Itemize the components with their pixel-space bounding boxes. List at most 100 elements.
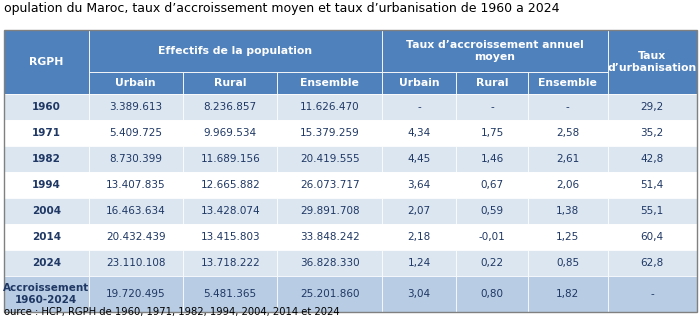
Text: 33.848.242: 33.848.242: [300, 232, 360, 242]
Text: -: -: [650, 289, 654, 299]
Text: 55,1: 55,1: [640, 206, 664, 216]
Bar: [183, 172, 277, 198]
Text: 1,75: 1,75: [481, 128, 504, 138]
Bar: [183, 198, 277, 224]
Text: 11.626.470: 11.626.470: [300, 102, 359, 112]
Text: 36.828.330: 36.828.330: [300, 258, 359, 268]
Bar: [608, 172, 697, 198]
Text: 16.463.634: 16.463.634: [106, 206, 166, 216]
Text: 12.665.882: 12.665.882: [200, 180, 260, 190]
Text: Ensemble: Ensemble: [538, 78, 597, 88]
Text: Rural: Rural: [476, 78, 508, 88]
Text: 0,59: 0,59: [481, 206, 504, 216]
Bar: [277, 172, 382, 198]
Bar: [4, 120, 88, 146]
Bar: [183, 224, 277, 250]
Text: 2,06: 2,06: [556, 180, 580, 190]
Bar: [456, 198, 528, 224]
Text: 3.389.613: 3.389.613: [109, 102, 162, 112]
Text: 0,80: 0,80: [481, 289, 504, 299]
Text: 1,25: 1,25: [556, 232, 580, 242]
Text: -0,01: -0,01: [479, 232, 505, 242]
Bar: [382, 120, 456, 146]
Text: 4,45: 4,45: [407, 154, 430, 164]
Text: -: -: [417, 102, 421, 112]
Bar: [608, 250, 697, 276]
Text: Urbain: Urbain: [399, 78, 440, 88]
Text: 3,64: 3,64: [407, 180, 430, 190]
Text: 13.718.222: 13.718.222: [200, 258, 260, 268]
Bar: [608, 224, 697, 250]
Bar: [456, 276, 528, 312]
Text: -: -: [566, 102, 570, 112]
Text: Taux d’accroissement annuel
moyen: Taux d’accroissement annuel moyen: [406, 40, 584, 62]
Bar: [608, 198, 697, 224]
Text: 1,82: 1,82: [556, 289, 580, 299]
Bar: [528, 146, 608, 172]
Bar: [277, 146, 382, 172]
Bar: [4, 94, 88, 120]
Text: Rural: Rural: [214, 78, 246, 88]
Bar: [528, 224, 608, 250]
Bar: [88, 72, 183, 94]
Bar: [88, 120, 183, 146]
Bar: [456, 94, 528, 120]
Text: 5.481.365: 5.481.365: [204, 289, 257, 299]
Text: Ensemble: Ensemble: [300, 78, 359, 88]
Text: 9.969.534: 9.969.534: [204, 128, 257, 138]
Bar: [277, 224, 382, 250]
Bar: [183, 276, 277, 312]
Text: 11.689.156: 11.689.156: [200, 154, 260, 164]
Bar: [608, 276, 697, 312]
Bar: [4, 172, 88, 198]
Bar: [608, 146, 697, 172]
Bar: [456, 224, 528, 250]
Bar: [277, 94, 382, 120]
Text: 42,8: 42,8: [640, 154, 664, 164]
Text: 62,8: 62,8: [640, 258, 664, 268]
Bar: [277, 120, 382, 146]
Bar: [528, 94, 608, 120]
Bar: [528, 120, 608, 146]
Bar: [528, 198, 608, 224]
Text: 2,58: 2,58: [556, 128, 580, 138]
Text: Effectifs de la population: Effectifs de la population: [158, 46, 312, 56]
Bar: [382, 172, 456, 198]
Bar: [382, 250, 456, 276]
Bar: [608, 30, 697, 94]
Bar: [382, 94, 456, 120]
Text: Urbain: Urbain: [116, 78, 156, 88]
Bar: [382, 72, 456, 94]
Text: 29,2: 29,2: [640, 102, 664, 112]
Bar: [608, 94, 697, 120]
Text: 51,4: 51,4: [640, 180, 664, 190]
Text: 13.415.803: 13.415.803: [200, 232, 260, 242]
Text: 1994: 1994: [32, 180, 61, 190]
Bar: [88, 94, 183, 120]
Bar: [183, 120, 277, 146]
Text: 2,07: 2,07: [407, 206, 430, 216]
Bar: [456, 120, 528, 146]
Text: 8.236.857: 8.236.857: [204, 102, 257, 112]
Bar: [277, 250, 382, 276]
Text: 1982: 1982: [32, 154, 61, 164]
Text: 0,85: 0,85: [556, 258, 580, 268]
Text: RGPH: RGPH: [29, 57, 64, 67]
Bar: [382, 30, 608, 72]
Bar: [277, 276, 382, 312]
Text: 0,22: 0,22: [481, 258, 504, 268]
Bar: [4, 146, 88, 172]
Text: 13.428.074: 13.428.074: [200, 206, 260, 216]
Bar: [88, 250, 183, 276]
Text: 3,04: 3,04: [407, 289, 430, 299]
Text: 0,67: 0,67: [481, 180, 504, 190]
Bar: [528, 72, 608, 94]
Bar: [183, 146, 277, 172]
Bar: [382, 198, 456, 224]
Bar: [4, 276, 88, 312]
Bar: [4, 250, 88, 276]
Bar: [88, 30, 382, 72]
Bar: [277, 72, 382, 94]
Text: Taux
d’urbanisation: Taux d’urbanisation: [608, 51, 697, 73]
Bar: [382, 224, 456, 250]
